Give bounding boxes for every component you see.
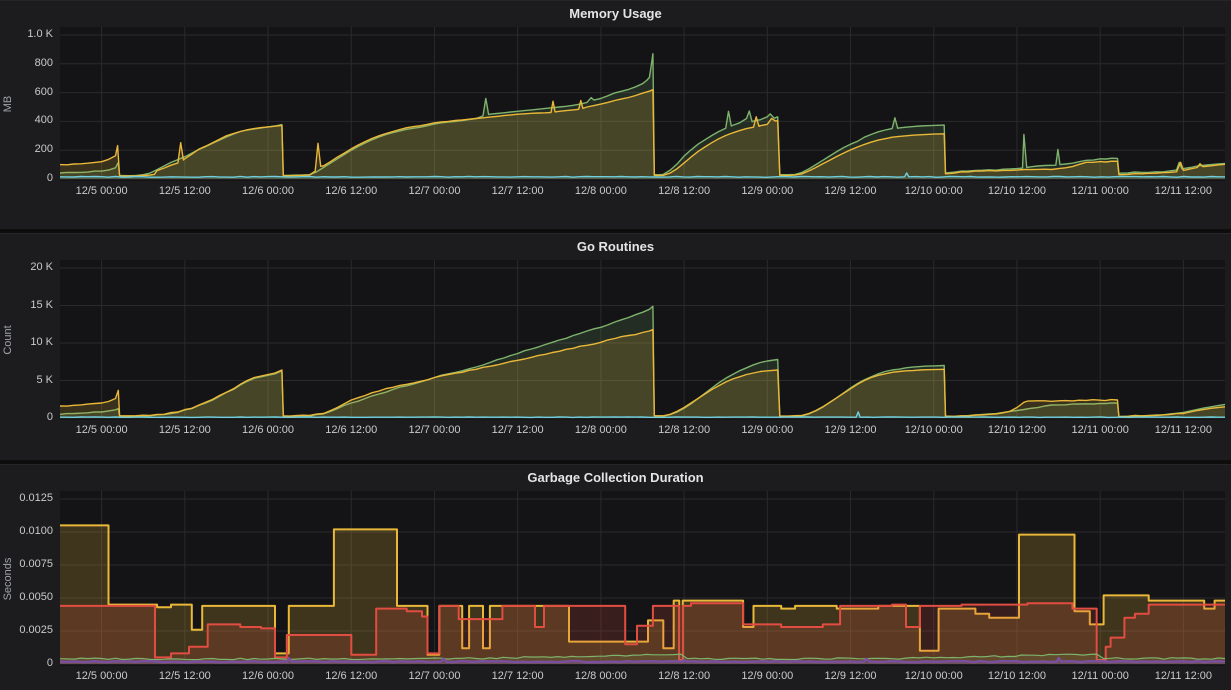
- panel-title-go-routines[interactable]: Go Routines: [576, 239, 655, 254]
- x-tick-label: 12/8 00:00: [574, 424, 627, 436]
- x-tick-label: 12/5 00:00: [75, 424, 128, 436]
- y-axis-unit-container: Count: [0, 260, 16, 420]
- x-tick-label: 12/6 00:00: [242, 185, 295, 197]
- gridlines: [60, 260, 1225, 419]
- x-tick-label: 12/10 12:00: [987, 670, 1047, 682]
- series-purple: [60, 656, 1225, 664]
- x-tick-label: 12/9 12:00: [824, 670, 877, 682]
- go-routines-chart: Count 0 5 K 10 K 15 K 20 K 12/5 00:00 12/5 12…: [0, 260, 1231, 438]
- x-tick-label: 12/9 00:00: [741, 670, 794, 682]
- x-tick-label: 12/10 00:00: [904, 424, 963, 436]
- y-axis-unit-label: MB: [2, 95, 14, 113]
- y-tick-label: 1.0 K: [27, 28, 53, 40]
- y-axis-ticks: 0 5 K 10 K 15 K 20 K: [16, 260, 60, 423]
- chart-svg: [60, 27, 1225, 180]
- chart-svg: [60, 260, 1225, 419]
- x-tick-label: 12/10 00:00: [904, 670, 963, 682]
- y-axis-unit-container: Seconds: [0, 491, 16, 666]
- y-tick-label: 400: [34, 114, 53, 127]
- x-tick-label: 12/11 12:00: [1154, 424, 1213, 436]
- x-tick-label: 12/9 00:00: [741, 185, 794, 197]
- y-axis-unit-container: MB: [0, 27, 16, 181]
- y-axis-ticks: 0 200 400 600 800 1.0 K: [16, 27, 60, 184]
- x-tick-label: 12/10 12:00: [987, 185, 1047, 197]
- gc-duration-chart: Seconds 0 0.0025 0.0050 0.0075 0.0100 0.0125 …: [0, 491, 1231, 684]
- x-tick-label: 12/9 12:00: [824, 424, 877, 436]
- x-tick-label: 12/7 00:00: [408, 670, 461, 682]
- y-tick-label: 0.0125: [19, 492, 53, 504]
- panel-memory-usage: Memory Usage MB 0 200 400 600 800 1.0 K 12/5 …: [0, 0, 1231, 229]
- y-tick-label: 15 K: [30, 298, 53, 311]
- series-cyan: [60, 411, 1225, 419]
- x-tick-label: 12/5 12:00: [158, 670, 211, 682]
- x-axis-ticks: 12/5 00:00 12/5 12:00 12/6 00:00 12/6 12:00…: [60, 181, 1225, 199]
- x-tick-label: 12/6 12:00: [325, 185, 378, 197]
- x-tick-label: 12/8 12:00: [658, 424, 711, 436]
- panel-title-memory-usage[interactable]: Memory Usage: [569, 6, 662, 21]
- x-axis-ticks: 12/5 00:00 12/5 12:00 12/6 00:00 12/6 12:00…: [60, 420, 1225, 438]
- x-tick-label: 12/7 12:00: [491, 424, 544, 436]
- series-yellow: [60, 89, 1225, 179]
- y-tick-label: 20 K: [30, 261, 53, 273]
- panel-go-routines: Go Routines Count 0 5 K 10 K 15 K 20 K 12/5 …: [0, 233, 1231, 460]
- series-yellow: [60, 328, 1225, 418]
- memory-usage-chart: MB 0 200 400 600 800 1.0 K 12/5 00:00 12/5 12:…: [0, 27, 1231, 199]
- y-tick-label: 0.0025: [19, 624, 53, 636]
- memory-usage-plot-area[interactable]: [60, 27, 1225, 181]
- x-tick-label: 12/7 12:00: [491, 670, 544, 682]
- x-tick-label: 12/8 00:00: [574, 670, 627, 682]
- go-routines-plot-area[interactable]: [60, 260, 1225, 420]
- x-tick-label: 12/11 00:00: [1071, 185, 1129, 197]
- x-tick-label: 12/6 12:00: [325, 670, 378, 682]
- x-tick-label: 12/7 00:00: [408, 424, 461, 436]
- panel-gc-duration: Garbage Collection Duration Seconds 0 0.0…: [0, 464, 1231, 690]
- y-tick-label: 0.0050: [19, 591, 53, 603]
- y-tick-label: 0.0075: [19, 558, 53, 570]
- y-tick-label: 600: [34, 85, 53, 98]
- series-red: [60, 602, 1225, 664]
- x-tick-label: 12/8 12:00: [658, 185, 711, 197]
- x-tick-label: 12/6 12:00: [325, 424, 378, 436]
- y-axis-unit-label: Seconds: [2, 557, 14, 600]
- x-tick-label: 12/11 00:00: [1071, 670, 1129, 682]
- y-tick-label: 0: [46, 172, 53, 184]
- chart-svg: [60, 491, 1225, 665]
- y-axis-ticks: 0 0.0025 0.0050 0.0075 0.0100 0.0125: [16, 491, 60, 669]
- y-axis-unit-label: Count: [2, 325, 14, 355]
- y-tick-label: 0: [46, 657, 53, 669]
- panel-title-gc-duration[interactable]: Garbage Collection Duration: [527, 470, 704, 485]
- x-tick-label: 12/6 00:00: [242, 424, 295, 436]
- gridlines: [60, 27, 1225, 180]
- y-tick-label: 800: [34, 56, 53, 69]
- x-tick-label: 12/10 12:00: [987, 424, 1047, 436]
- x-tick-label: 12/11 12:00: [1154, 670, 1213, 682]
- x-tick-label: 12/8 12:00: [658, 670, 711, 682]
- series-cyan: [60, 172, 1225, 179]
- x-tick-label: 12/10 00:00: [904, 185, 963, 197]
- x-tick-label: 12/7 12:00: [491, 185, 544, 197]
- x-tick-label: 12/5 00:00: [75, 670, 128, 682]
- x-tick-label: 12/9 12:00: [824, 185, 877, 197]
- x-tick-label: 12/8 00:00: [574, 185, 627, 197]
- x-tick-label: 12/9 00:00: [741, 424, 794, 436]
- y-tick-label: 10 K: [30, 336, 53, 348]
- y-tick-label: 200: [34, 143, 53, 156]
- gc-duration-plot-area[interactable]: [60, 491, 1225, 666]
- x-tick-label: 12/5 00:00: [75, 185, 128, 197]
- x-tick-label: 12/7 00:00: [408, 185, 461, 197]
- y-tick-label: 0.0100: [19, 525, 53, 537]
- x-tick-label: 12/11 00:00: [1071, 424, 1129, 436]
- gridlines: [60, 491, 1225, 665]
- x-axis-ticks: 12/5 00:00 12/5 12:00 12/6 00:00 12/6 12:00…: [60, 666, 1225, 684]
- y-tick-label: 0: [46, 411, 53, 423]
- y-tick-label: 5 K: [36, 373, 53, 386]
- series-green: [60, 305, 1225, 418]
- x-tick-label: 12/6 00:00: [242, 670, 295, 682]
- x-tick-label: 12/11 12:00: [1154, 185, 1213, 197]
- x-tick-label: 12/5 12:00: [158, 185, 211, 197]
- x-tick-label: 12/5 12:00: [158, 424, 211, 436]
